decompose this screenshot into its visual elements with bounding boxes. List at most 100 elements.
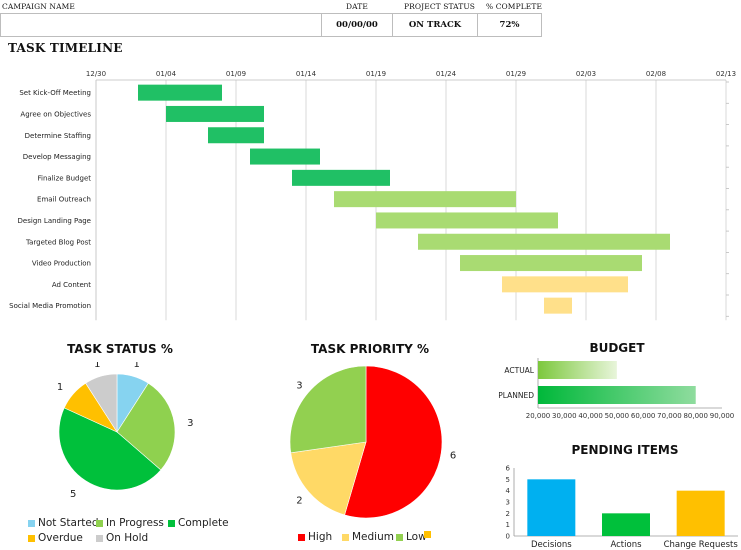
task-bar-agree-on-objectives bbox=[166, 105, 264, 122]
task-status-title: TASK STATUS % bbox=[67, 342, 173, 356]
pie-value-label-not-started: 1 bbox=[134, 362, 140, 370]
task-bar-targeted-blog-post bbox=[418, 233, 670, 250]
task-bar-set-kick-off-meeting bbox=[138, 84, 222, 101]
x-tick-label-3: 01/14 bbox=[296, 70, 317, 78]
legend-item-in-progress: In Progress bbox=[96, 517, 164, 529]
budget-x-tick-5: 70,000 bbox=[657, 412, 682, 420]
pending-bar-change-requests bbox=[676, 490, 725, 536]
legend-swatch bbox=[342, 533, 349, 541]
legend-swatch bbox=[28, 519, 35, 527]
legend-label: Overdue bbox=[38, 532, 83, 544]
task-timeline-title: TASK TIMELINE bbox=[8, 41, 123, 55]
x-tick-label-7: 02/03 bbox=[576, 70, 596, 78]
budget-title: BUDGET bbox=[589, 341, 645, 355]
header-labels: CAMPAIGN NAME DATE PROJECT STATUS % COMP… bbox=[0, 0, 741, 13]
campaign-name-label: CAMPAIGN NAME bbox=[2, 2, 75, 11]
x-tick-label-1: 01/04 bbox=[156, 70, 177, 78]
x-tick-label-8: 02/08 bbox=[646, 70, 666, 78]
task-label-email-outreach: Email Outreach bbox=[37, 196, 91, 204]
pending-items-title: PENDING ITEMS bbox=[571, 443, 679, 457]
legend-item-overdue: Overdue bbox=[28, 532, 83, 544]
x-tick-label-2: 01/09 bbox=[226, 70, 246, 78]
budget-label-actual: ACTUAL bbox=[504, 366, 534, 375]
pie-value-label-complete: 5 bbox=[70, 489, 76, 500]
legend-item-not-started: Not Started bbox=[28, 517, 99, 529]
legend-label: Not Started bbox=[38, 517, 99, 529]
pending-y-tick-1: 1 bbox=[506, 521, 510, 529]
legend-item-on-hold: On Hold bbox=[96, 532, 148, 544]
x-tick-label-4: 01/19 bbox=[366, 70, 386, 78]
budget-x-tick-3: 50,000 bbox=[605, 412, 630, 420]
pending-y-tick-0: 0 bbox=[506, 533, 510, 541]
task-label-finalize-budget: Finalize Budget bbox=[38, 174, 92, 182]
legend-item-extra bbox=[424, 531, 434, 538]
pie-value-label-high: 6 bbox=[450, 451, 456, 462]
x-tick-label-0: 12/30 bbox=[86, 70, 106, 78]
task-label-ad-content: Ad Content bbox=[52, 281, 91, 289]
task-priority-title: TASK PRIORITY % bbox=[310, 342, 430, 356]
x-tick-label-9: 02/13 bbox=[716, 70, 736, 78]
task-bar-determine-staffing bbox=[208, 127, 264, 144]
project-status-value[interactable]: ON TRACK bbox=[392, 14, 477, 36]
budget-bar-actual bbox=[538, 361, 617, 379]
pending-y-tick-5: 5 bbox=[506, 476, 510, 484]
project-status-label: PROJECT STATUS bbox=[404, 2, 476, 11]
task-label-determine-staffing: Determine Staffing bbox=[25, 132, 91, 140]
task-label-set-kick-off-meeting: Set Kick-Off Meeting bbox=[19, 89, 91, 97]
legend-swatch bbox=[396, 533, 403, 541]
pie-value-label-overdue: 1 bbox=[57, 382, 63, 393]
task-priority-legend: High Medium Low bbox=[298, 531, 458, 547]
pie-slice-high bbox=[344, 365, 443, 519]
percent-complete-label: % COMPLETE bbox=[486, 2, 543, 11]
legend-label: In Progress bbox=[106, 517, 164, 529]
budget-bar-planned bbox=[538, 386, 696, 404]
pending-y-tick-4: 4 bbox=[506, 487, 511, 495]
legend-swatch bbox=[424, 531, 431, 538]
date-value[interactable]: 00/00/00 bbox=[321, 14, 392, 36]
budget-x-tick-0: 20,000 bbox=[526, 412, 551, 420]
x-tick-label-5: 01/24 bbox=[436, 70, 457, 78]
budget-x-tick-6: 80,000 bbox=[683, 412, 708, 420]
budget-x-tick-7: 90,000 bbox=[710, 412, 735, 420]
budget-x-tick-2: 40,000 bbox=[578, 412, 603, 420]
campaign-name-value[interactable] bbox=[1, 14, 321, 36]
task-label-develop-messaging: Develop Messaging bbox=[23, 153, 91, 161]
task-bar-develop-messaging bbox=[250, 148, 320, 165]
task-bar-video-production bbox=[460, 255, 642, 272]
pending-bar-actions bbox=[602, 513, 650, 536]
task-bar-email-outreach bbox=[334, 191, 516, 208]
pie-slice-low bbox=[289, 365, 367, 454]
date-label: DATE bbox=[346, 2, 368, 11]
legend-label: High bbox=[308, 531, 333, 543]
task-label-agree-on-objectives: Agree on Objectives bbox=[20, 110, 91, 118]
budget-chart: ACTUAL PLANNED 20,000 30,000 40,000 50,000 60,… bbox=[498, 358, 735, 420]
pie-slice-medium bbox=[290, 441, 367, 516]
pending-y-tick-6: 6 bbox=[506, 465, 511, 473]
percent-complete-value[interactable]: 72% bbox=[477, 14, 541, 36]
budget-x-tick-4: 60,000 bbox=[631, 412, 656, 420]
x-tick-label-6: 01/29 bbox=[506, 70, 526, 78]
gantt-chart: 12/30 01/04 01/09 01/14 01/19 01/24 01/29 02/03… bbox=[9, 70, 736, 321]
task-status-legend: Not Started In Progress Complete Overdue On … bbox=[28, 515, 248, 545]
pending-label-actions: Actions bbox=[610, 540, 642, 550]
task-label-video-production: Video Production bbox=[32, 260, 91, 268]
legend-item-low: Low bbox=[396, 531, 427, 543]
task-bar-design-landing-page bbox=[376, 212, 558, 229]
task-bar-ad-content bbox=[502, 276, 628, 293]
legend-swatch bbox=[96, 519, 103, 527]
legend-label: Low bbox=[406, 531, 427, 543]
pie-value-label-low: 3 bbox=[296, 380, 302, 391]
task-label-targeted-blog-post: Targeted Blog Post bbox=[25, 238, 91, 246]
task-label-social-media-promotion: Social Media Promotion bbox=[9, 302, 91, 310]
legend-swatch bbox=[28, 534, 35, 542]
pending-y-tick-3: 3 bbox=[506, 499, 510, 507]
legend-swatch bbox=[96, 534, 103, 542]
budget-x-tick-1: 30,000 bbox=[552, 412, 577, 420]
task-bar-social-media-promotion bbox=[544, 297, 572, 314]
pie-slice-complete bbox=[58, 407, 162, 491]
pending-items-chart: 0 1 2 3 4 5 6 Decisions Actions Change Requests bbox=[506, 465, 739, 550]
pie-value-label-medium: 2 bbox=[296, 496, 302, 507]
legend-item-complete: Complete bbox=[168, 517, 229, 529]
task-priority-pie: 6 2 3 bbox=[289, 365, 456, 519]
pending-y-tick-2: 2 bbox=[506, 510, 510, 518]
